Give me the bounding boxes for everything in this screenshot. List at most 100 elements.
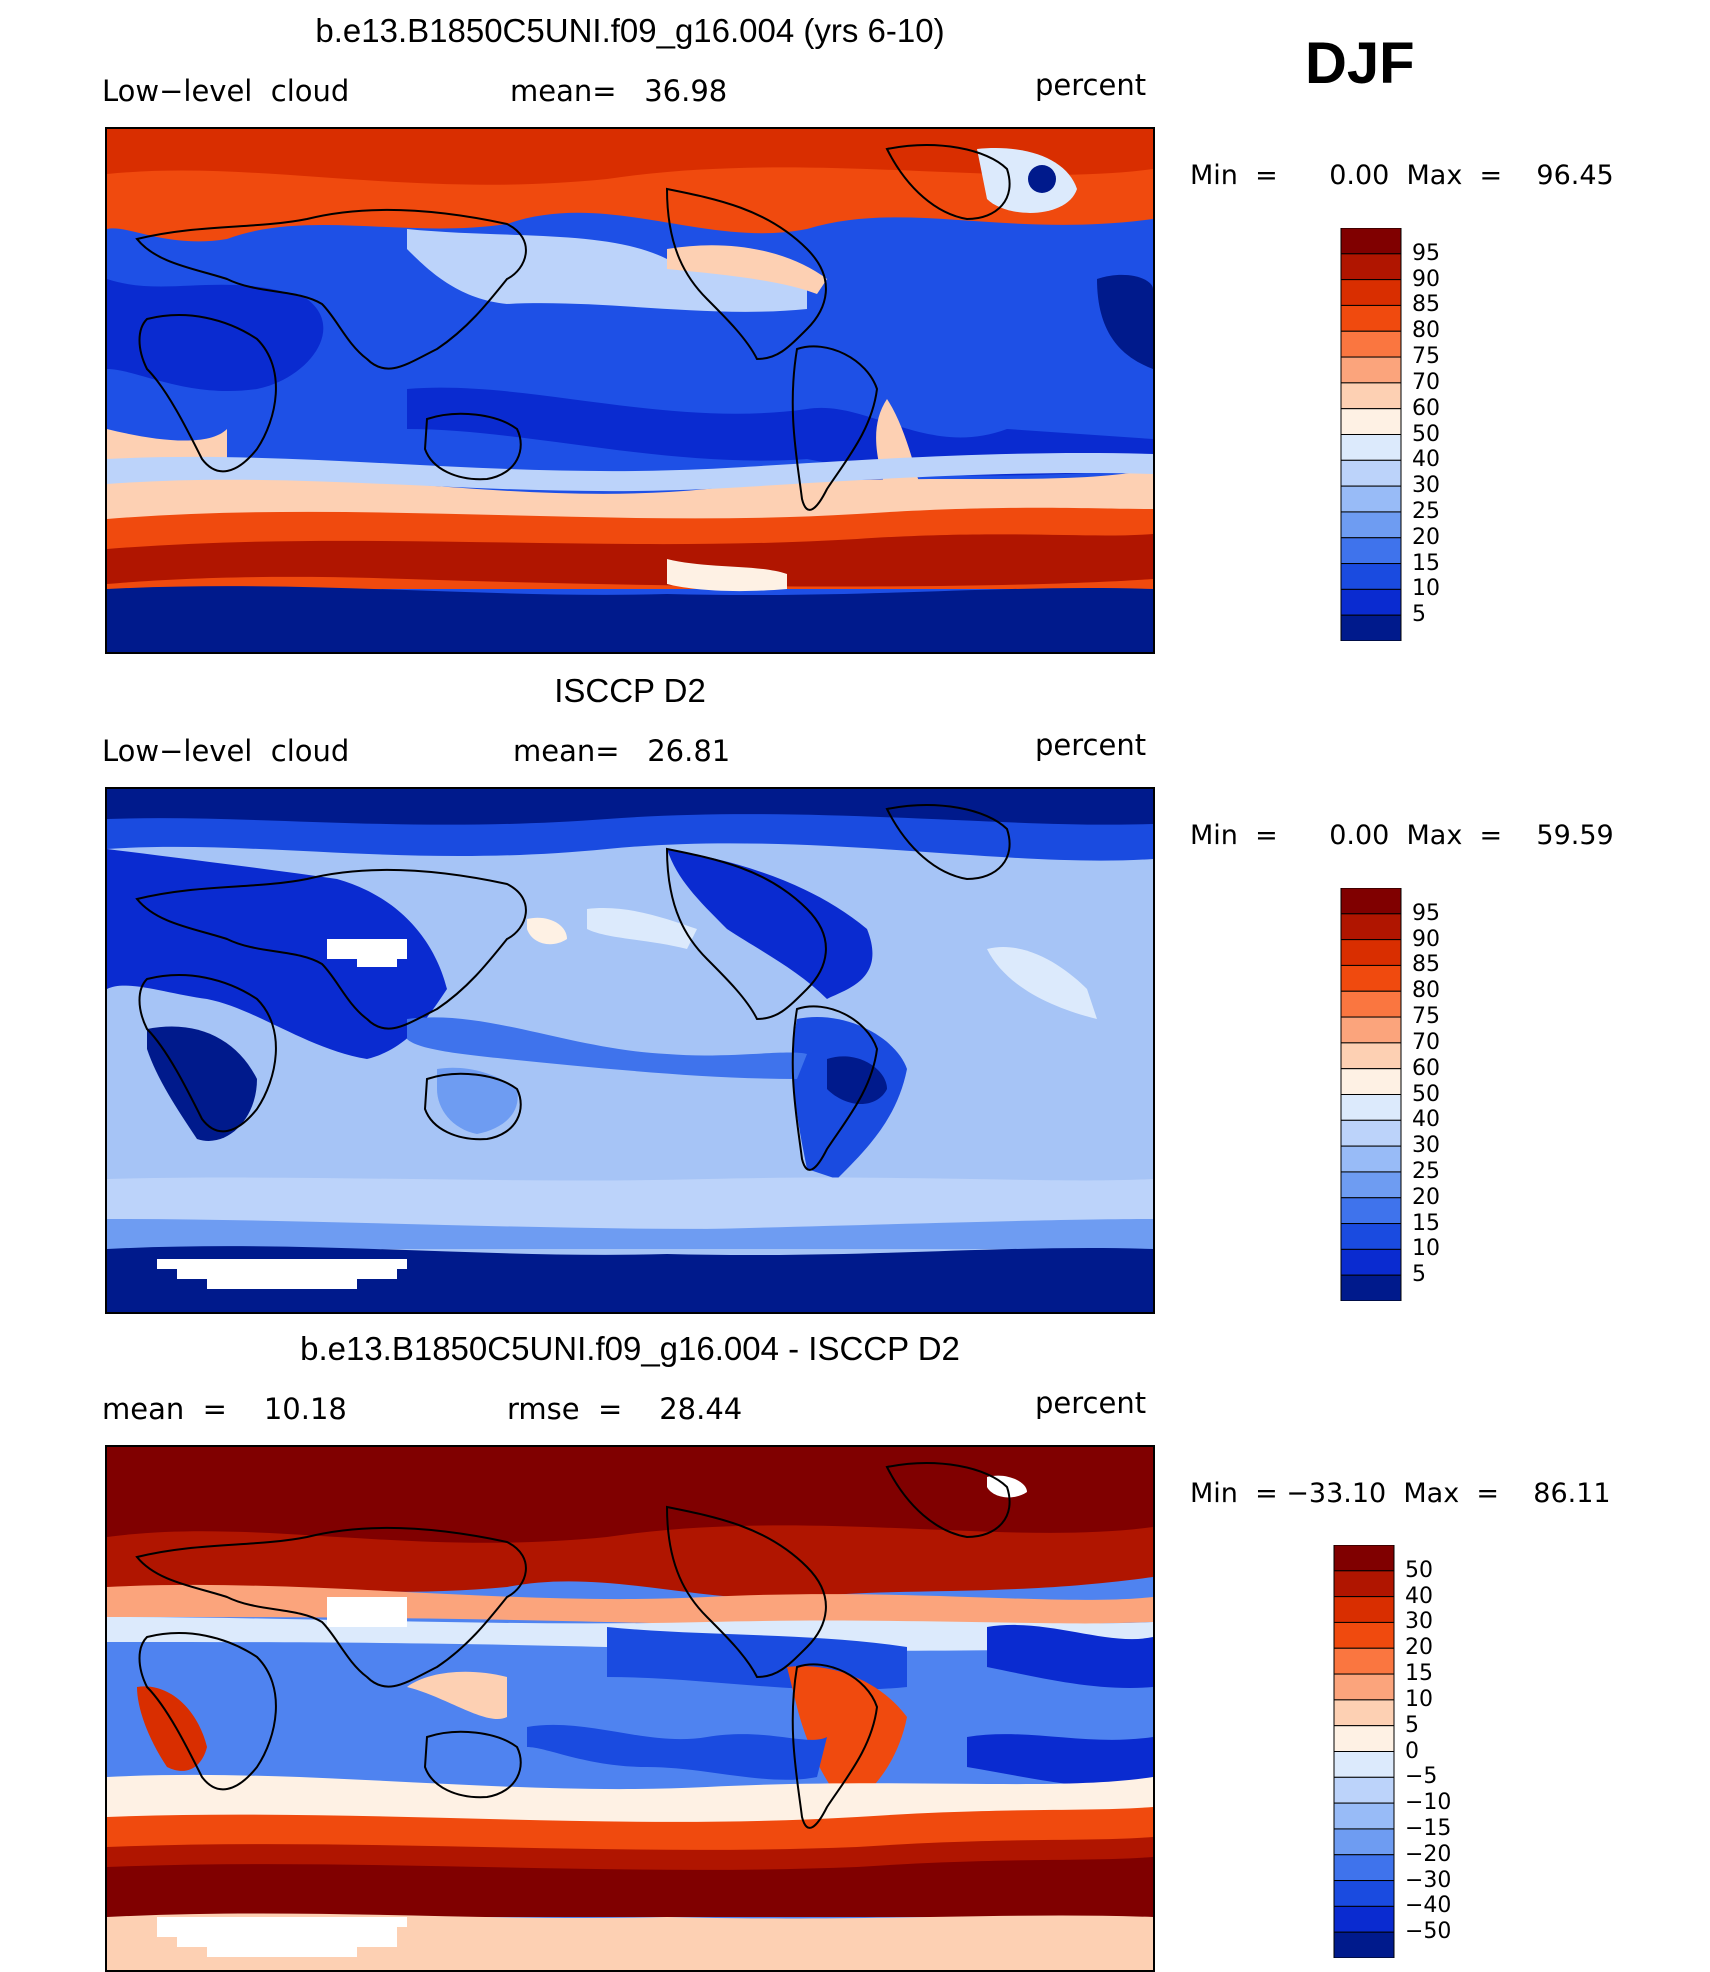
panel1-colorbar-tick-label: 80	[1412, 318, 1440, 344]
panel3-colorbar-tick-label: 40	[1405, 1583, 1433, 1609]
panel3-colorbar-tick-label: 20	[1405, 1635, 1433, 1661]
panel1-colorbar-swatch	[1340, 511, 1402, 539]
panel2-colorbar-tick-label: 75	[1412, 1004, 1440, 1030]
panel1-map-svg	[107, 129, 1153, 652]
panel2-map-svg	[107, 789, 1153, 1312]
panel1-colorbar-swatch	[1340, 563, 1402, 590]
panel2-colorbar-swatch	[1340, 1094, 1402, 1121]
panel1-colorbar-swatch	[1340, 434, 1402, 461]
panel2-colorbar-swatch	[1340, 1248, 1402, 1276]
panel3-colorbar-swatch	[1333, 1596, 1395, 1623]
panel3-map	[105, 1445, 1155, 1972]
panel1-colorbar-tick-label: 75	[1412, 344, 1440, 370]
panel1-mean-label: mean= 36.98	[510, 74, 728, 108]
panel1-colorbar-swatch	[1340, 614, 1402, 642]
panel3-colorbar-tick-label: 5	[1405, 1712, 1419, 1738]
panel2-colorbar-swatch	[1340, 1274, 1402, 1302]
panel2-colorbar-svg	[1340, 887, 1402, 1302]
panel3-missing-tibet	[327, 1597, 407, 1627]
panel3-map-svg	[107, 1447, 1153, 1970]
panel3-coastlines	[135, 1462, 1011, 1829]
panel1-colorbar-tick-label: 85	[1412, 292, 1440, 318]
panel2-colorbar-tick-label: 40	[1412, 1107, 1440, 1133]
panel2-colorbar-swatch	[1340, 913, 1402, 941]
panel2-colorbar-tick-label: 20	[1412, 1184, 1440, 1210]
panel1-colorbar-swatch	[1340, 408, 1402, 435]
panel1-colorbar-tick-label: 5	[1412, 602, 1426, 628]
panel1-units-label: percent	[1035, 68, 1147, 102]
panel2-colorbar-swatch	[1340, 1042, 1402, 1070]
panel2-map	[105, 787, 1155, 1314]
panel3-colorbar-swatch	[1333, 1828, 1395, 1856]
panel3-missing-antarctica	[157, 1917, 407, 1957]
panel3-mean-label: mean = 10.18	[102, 1392, 347, 1426]
panel1-title: b.e13.B1850C5UNI.f09_g16.004 (yrs 6-10)	[315, 12, 945, 49]
panel1-colorbar-swatch	[1340, 459, 1402, 487]
panel2-title: ISCCP D2	[554, 672, 706, 709]
panel3-colorbar-tick-label: −40	[1405, 1893, 1452, 1919]
panel2-mean-label: mean= 26.81	[513, 734, 731, 768]
panel1-colorbar-swatch	[1340, 279, 1402, 306]
panel3-colorbar-tick-label: 30	[1405, 1609, 1433, 1635]
panel1-colorbar-swatch	[1340, 330, 1402, 358]
panel2-colorbar-swatch	[1340, 939, 1402, 966]
panel3-colorbar-swatch	[1333, 1905, 1395, 1933]
panel3-minmax: Min = −33.10 Max = 86.11	[1190, 1478, 1611, 1509]
panel3-colorbar-tick-label: −30	[1405, 1867, 1452, 1893]
panel2-minmax: Min = 0.00 Max = 59.59	[1190, 820, 1614, 851]
panel3-colorbar-swatch	[1333, 1854, 1395, 1882]
panel3-colorbar-tick-label: −15	[1405, 1815, 1452, 1841]
panel1-colorbar-tick-label: 15	[1412, 550, 1440, 576]
panel2-colorbar-tick-label: 85	[1412, 952, 1440, 978]
panel1-colorbar-swatch	[1340, 382, 1402, 410]
panel2-colorbar-tick-label: 5	[1412, 1262, 1426, 1288]
panel2-colorbar-swatch	[1340, 1145, 1402, 1173]
panel3-colorbar-swatch	[1333, 1570, 1395, 1598]
season-label: DJF	[1305, 31, 1415, 96]
panel1-variable-label: Low−level cloud	[102, 74, 350, 108]
panel3-colorbar-tick-label: −50	[1405, 1919, 1452, 1945]
panel1-colorbar-tick-label: 60	[1412, 395, 1440, 421]
panel1-colorbar-swatch	[1340, 253, 1402, 281]
panel2-colorbar-swatch	[1340, 964, 1402, 992]
panel3-colorbar-tick-label: −5	[1405, 1764, 1438, 1790]
panel3-colorbar-swatch	[1333, 1699, 1395, 1727]
panel3-colorbar-swatch	[1333, 1931, 1395, 1959]
panel2-colorbar	[1340, 887, 1402, 1306]
panel3-colorbar	[1333, 1544, 1395, 1963]
panel2-colorbar-swatch	[1340, 1171, 1402, 1199]
panel3-colorbar-swatch	[1333, 1880, 1395, 1907]
panel2-colorbar-tick-label: 25	[1412, 1158, 1440, 1184]
panel3-colorbar-swatch	[1333, 1673, 1395, 1701]
panel3-colorbar-tick-label: 15	[1405, 1661, 1433, 1687]
panel3-colorbar-swatch	[1333, 1647, 1395, 1675]
panel3-colorbar-tick-label: 50	[1405, 1557, 1433, 1583]
panel2-colorbar-tick-label: 50	[1412, 1081, 1440, 1107]
panel2-colorbar-swatch	[1340, 1068, 1402, 1095]
panel2-colorbar-swatch	[1340, 887, 1402, 915]
panel1-colorbar-svg	[1340, 227, 1402, 642]
panel1-colorbar-tick-label: 30	[1412, 473, 1440, 499]
panel2-colorbar-tick-label: 15	[1412, 1210, 1440, 1236]
panel3-rmse-label: rmse = 28.44	[507, 1392, 743, 1426]
panel3-colorbar-swatch	[1333, 1751, 1395, 1778]
panel3-title: b.e13.B1850C5UNI.f09_g16.004 - ISCCP D2	[300, 1330, 960, 1367]
panel1-colorbar-tick-label: 40	[1412, 447, 1440, 473]
panel2-colorbar-swatch	[1340, 1223, 1402, 1250]
panel3-colorbar-tick-label: −20	[1405, 1841, 1452, 1867]
panel2-colorbar-tick-label: 30	[1412, 1133, 1440, 1159]
panel2-colorbar-tick-label: 10	[1412, 1236, 1440, 1262]
panel2-missing-antarctica	[157, 1259, 407, 1289]
panel2-colorbar-swatch	[1340, 1197, 1402, 1225]
panel2-colorbar-swatch	[1340, 1119, 1402, 1147]
panel2-colorbar-tick-label: 60	[1412, 1055, 1440, 1081]
panel1-minmax: Min = 0.00 Max = 96.45	[1190, 160, 1614, 191]
panel2-colorbar-swatch	[1340, 990, 1402, 1018]
panel3-colorbar-swatch	[1333, 1621, 1395, 1649]
panel1-colorbar-tick-label: 70	[1412, 369, 1440, 395]
panel3-colorbar-swatch	[1333, 1776, 1395, 1804]
panel1-colorbar-swatch	[1340, 227, 1402, 255]
panel1-colorbar-swatch	[1340, 537, 1402, 565]
panel2-colorbar-tick-label: 70	[1412, 1029, 1440, 1055]
panel2-colorbar-swatch	[1340, 1016, 1402, 1044]
